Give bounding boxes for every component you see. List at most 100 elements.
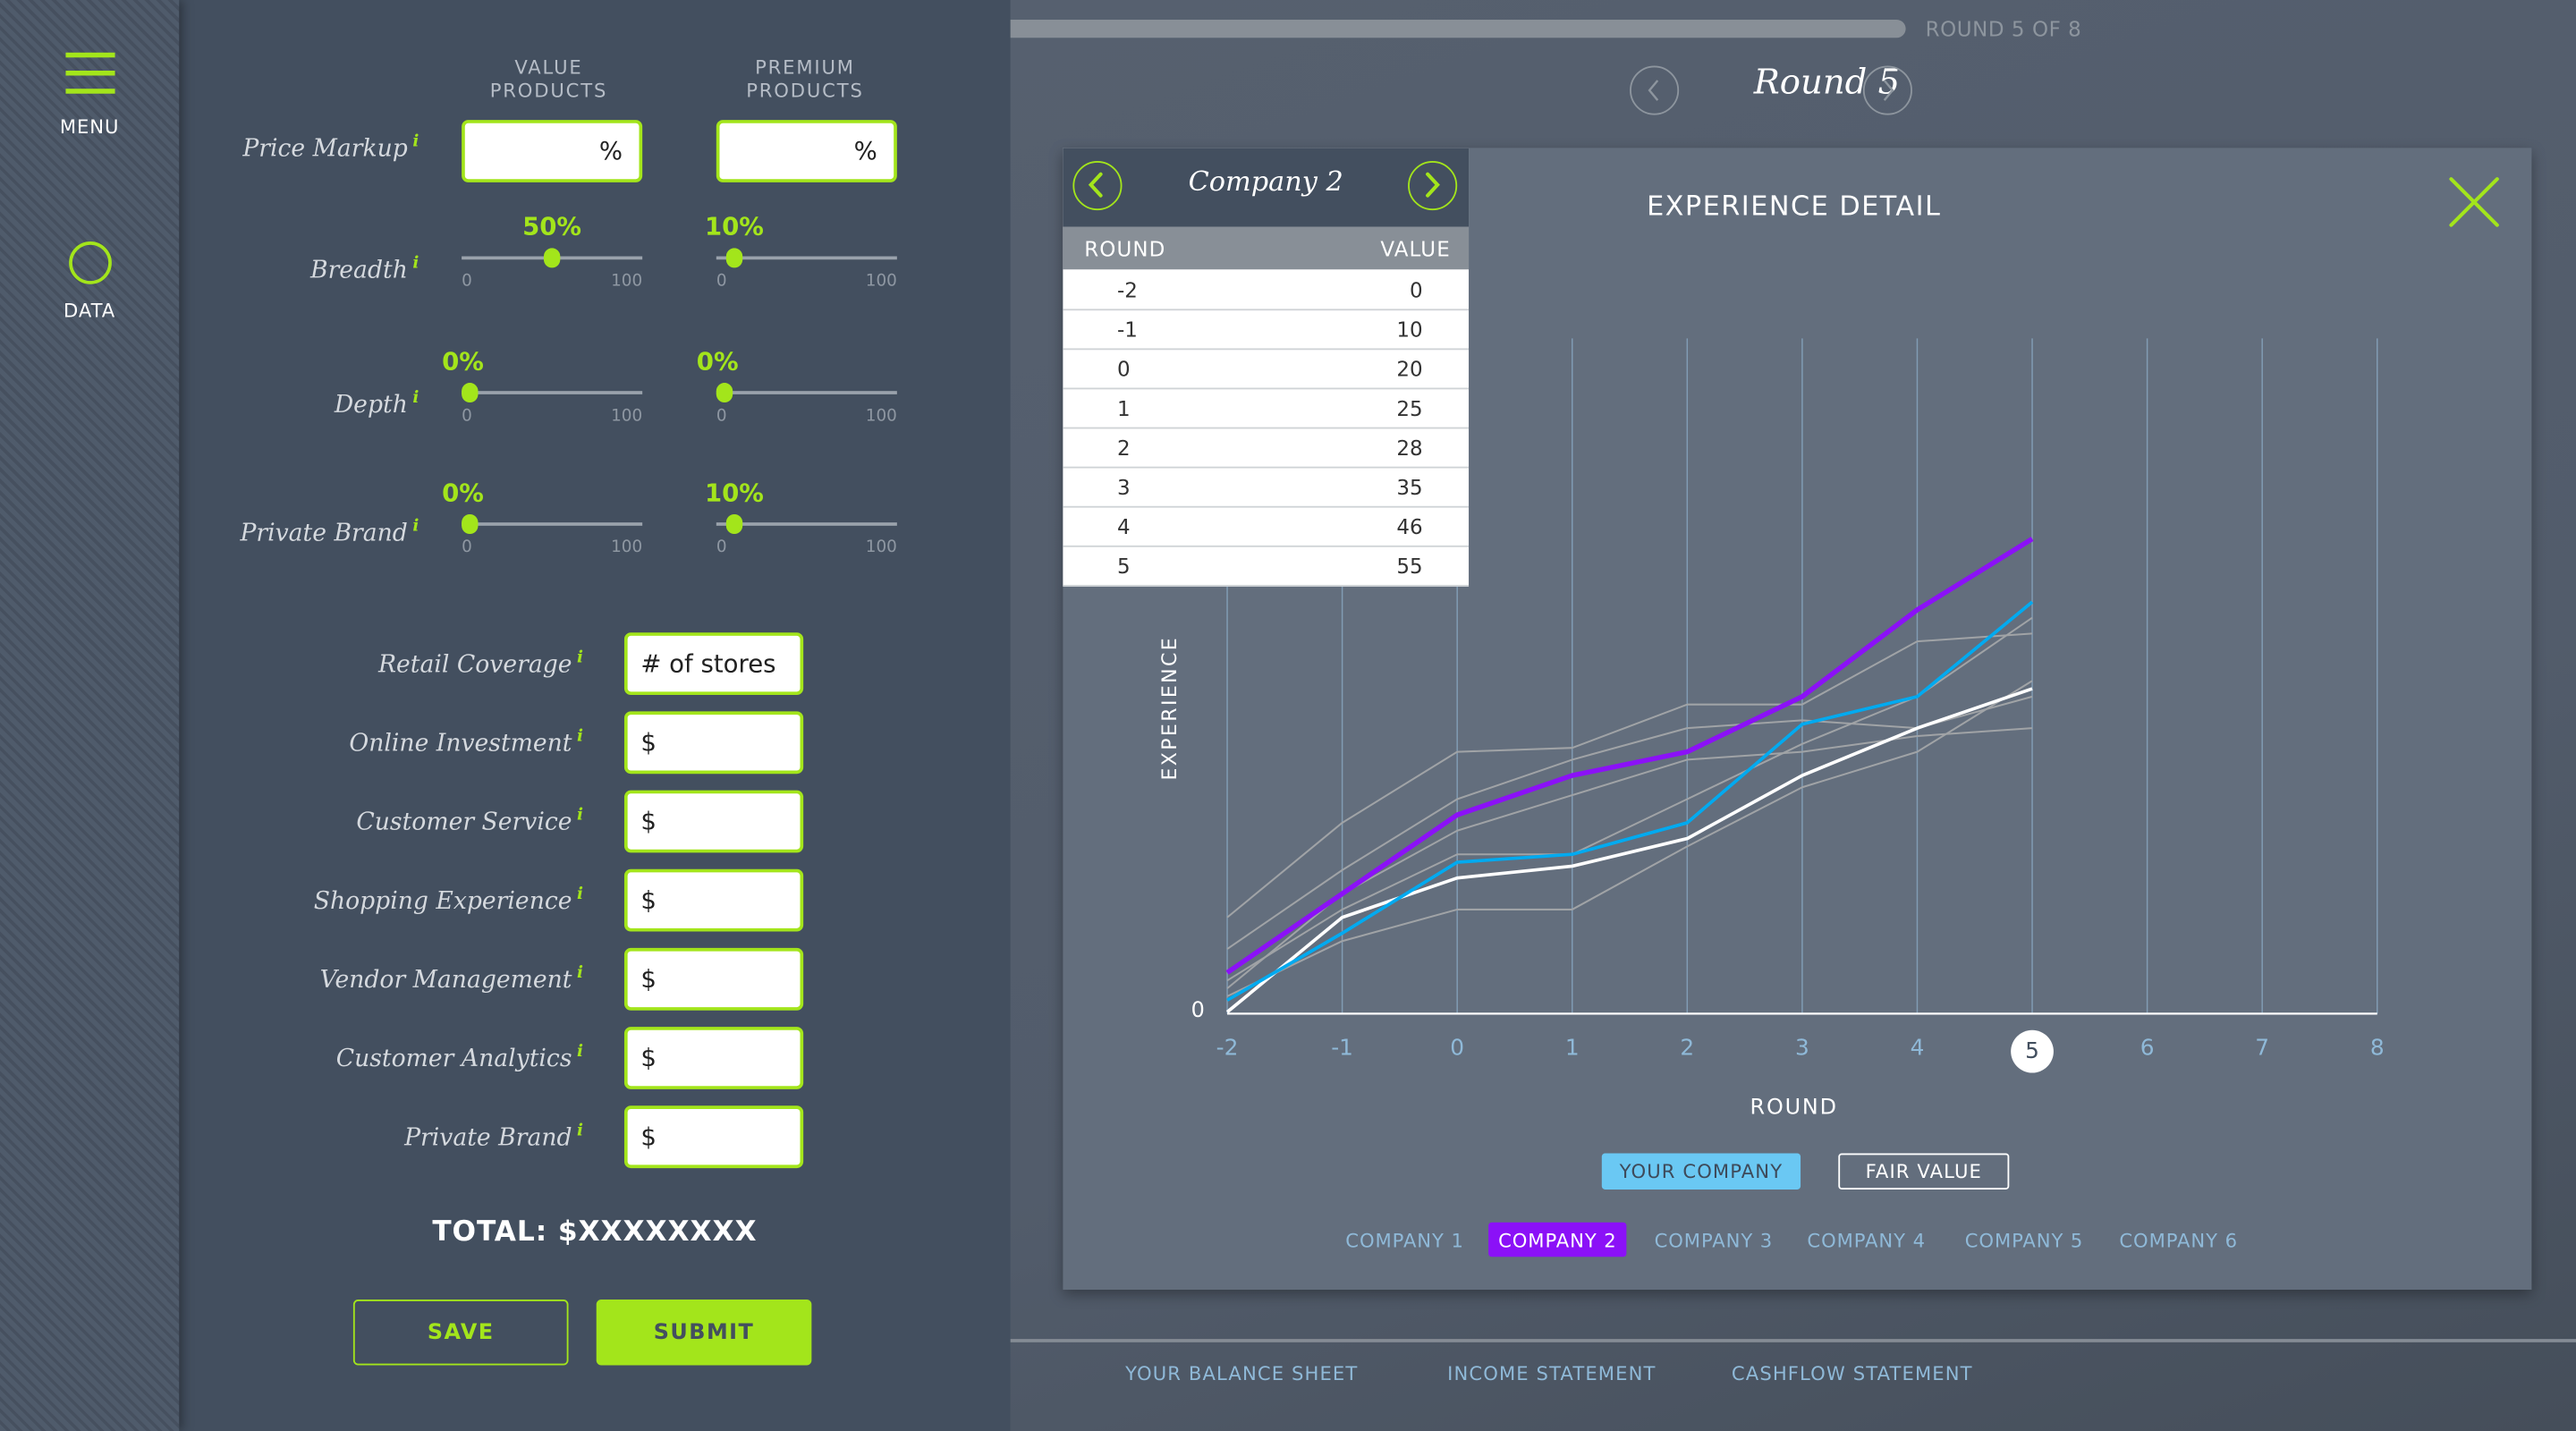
- company-filter-6[interactable]: COMPANY 6: [2119, 1228, 2238, 1251]
- info-icon[interactable]: i: [412, 132, 419, 152]
- close-button[interactable]: [2446, 174, 2502, 230]
- info-icon[interactable]: i: [577, 806, 584, 826]
- info-icon[interactable]: i: [577, 885, 584, 904]
- tab-income-statement[interactable]: INCOME STATEMENT: [1447, 1361, 1657, 1385]
- slider-track[interactable]: [716, 391, 897, 394]
- slider-thumb[interactable]: [725, 248, 743, 268]
- tab-cashflow-statement[interactable]: CASHFLOW STATEMENT: [1731, 1361, 1973, 1385]
- tab-balance-sheet[interactable]: YOUR BALANCE SHEET: [1125, 1361, 1359, 1385]
- slider-thumb[interactable]: [462, 383, 479, 403]
- input-value: $: [640, 964, 657, 995]
- chevron-right-icon: [1883, 80, 1894, 101]
- company-filter-2[interactable]: COMPANY 2: [1488, 1222, 1627, 1257]
- info-icon[interactable]: i: [412, 517, 419, 536]
- info-icon[interactable]: i: [412, 254, 419, 273]
- column-header-line: VALUE: [514, 55, 583, 80]
- info-icon[interactable]: i: [577, 648, 584, 667]
- previous-company-button[interactable]: [1072, 161, 1123, 211]
- cell-round: 1: [1116, 395, 1131, 421]
- slider-thumb[interactable]: [716, 383, 733, 403]
- series-line: [1226, 616, 2033, 982]
- company-filter-1[interactable]: COMPANY 1: [1345, 1228, 1464, 1251]
- slider-value: 0%: [696, 346, 739, 377]
- slider-max: 100: [865, 538, 897, 557]
- input-value: $: [640, 727, 657, 758]
- label-text: Breadth: [309, 258, 408, 284]
- info-icon[interactable]: i: [577, 964, 584, 983]
- company-filter-5[interactable]: COMPANY 5: [1964, 1228, 2084, 1251]
- slider-track[interactable]: [462, 522, 643, 525]
- slider-track[interactable]: [716, 522, 897, 525]
- chevron-left-icon: [1648, 80, 1659, 101]
- slider-track[interactable]: [462, 391, 643, 394]
- premium-slider[interactable]: 10% 0 100: [705, 212, 897, 291]
- slider-value: 10%: [704, 211, 764, 242]
- info-icon[interactable]: i: [577, 727, 584, 746]
- column-header-value: VALUE: [1380, 236, 1451, 262]
- slider-label: Depth i: [179, 389, 419, 419]
- x-axis-tick: 6: [2140, 1035, 2155, 1062]
- info-icon[interactable]: i: [412, 389, 419, 408]
- legend-fair-value[interactable]: FAIR VALUE: [1838, 1153, 2010, 1190]
- chevron-left-icon: [1088, 172, 1103, 198]
- label-text: Customer Service: [356, 809, 572, 837]
- label-text: Vendor Management: [319, 967, 572, 995]
- slider-min: 0: [462, 407, 472, 426]
- sidebar-item-menu[interactable]: MENU: [0, 52, 179, 139]
- slider-track[interactable]: [716, 256, 897, 259]
- sidebar-item-label: MENU: [59, 114, 120, 139]
- next-round-button[interactable]: [1862, 65, 1912, 115]
- value-slider[interactable]: 50% 0 100: [462, 212, 643, 291]
- x-axis-tick: 7: [2255, 1035, 2270, 1062]
- legend-your-company[interactable]: YOUR COMPANY: [1601, 1153, 1801, 1190]
- table-column-headers: ROUND VALUE: [1063, 226, 1470, 270]
- online-investment-input[interactable]: $: [623, 711, 804, 775]
- slider-max: 100: [611, 272, 643, 292]
- percent-suffix: %: [598, 136, 623, 166]
- company-filter-4[interactable]: COMPANY 4: [1807, 1228, 1926, 1251]
- info-icon[interactable]: i: [577, 1043, 584, 1062]
- sidebar-item-data[interactable]: DATA: [0, 241, 179, 322]
- series-line: [1225, 687, 2033, 1013]
- previous-round-button[interactable]: [1630, 65, 1680, 115]
- hamburger-icon: [64, 52, 114, 96]
- save-button[interactable]: SAVE: [352, 1300, 569, 1366]
- value-products-header: VALUE PRODUCTS: [458, 55, 639, 101]
- x-axis-tick[interactable]: 5: [2011, 1029, 2054, 1073]
- input-value: $: [640, 1122, 657, 1152]
- modal-title: EXPERIENCE DETAIL: [1647, 191, 1942, 222]
- slider-thumb[interactable]: [462, 513, 479, 535]
- info-icon[interactable]: i: [577, 1122, 584, 1140]
- input-label: Vendor Management i: [179, 964, 583, 994]
- round-progress-label: ROUND 5 OF 8: [1925, 16, 2082, 41]
- input-label: Customer Service i: [179, 807, 583, 836]
- input-value: # of stores: [640, 648, 776, 679]
- value-slider[interactable]: 0% 0 100: [442, 347, 643, 426]
- retail-coverage-input[interactable]: # of stores: [623, 632, 804, 696]
- shopping-experience-input[interactable]: $: [623, 868, 804, 932]
- premium-slider[interactable]: 0% 0 100: [697, 347, 897, 426]
- submit-button[interactable]: SUBMIT: [596, 1300, 812, 1366]
- company-filter-3[interactable]: COMPANY 3: [1654, 1228, 1774, 1251]
- slider-thumb[interactable]: [543, 248, 561, 268]
- value-slider[interactable]: 0% 0 100: [442, 478, 643, 557]
- slider-min: 0: [462, 538, 472, 557]
- experience-detail-modal: EXPERIENCE DETAIL EXPERIENCE 0 -2 -1 0 1 2 3 4…: [1063, 148, 2532, 1291]
- percent-suffix: %: [853, 136, 877, 166]
- slider-value: 0%: [442, 478, 484, 508]
- table-row: -2 0: [1063, 271, 1470, 311]
- table-row: 5 55: [1063, 547, 1470, 587]
- next-company-button[interactable]: [1408, 161, 1458, 211]
- slider-thumb[interactable]: [725, 513, 743, 535]
- input-label: Private Brand i: [179, 1122, 583, 1152]
- x-axis-tick: 2: [1680, 1035, 1695, 1062]
- customer-service-input[interactable]: $: [623, 790, 804, 853]
- vendor-management-input[interactable]: $: [623, 947, 804, 1011]
- customer-analytics-input[interactable]: $: [623, 1027, 804, 1089]
- price-markup-premium-input[interactable]: %: [716, 120, 897, 182]
- x-axis-tick: -1: [1331, 1035, 1353, 1062]
- private-brand-input[interactable]: $: [623, 1105, 804, 1169]
- price-markup-value-input[interactable]: %: [462, 120, 643, 182]
- cell-value: 35: [1396, 474, 1423, 500]
- premium-slider[interactable]: 10% 0 100: [705, 478, 897, 557]
